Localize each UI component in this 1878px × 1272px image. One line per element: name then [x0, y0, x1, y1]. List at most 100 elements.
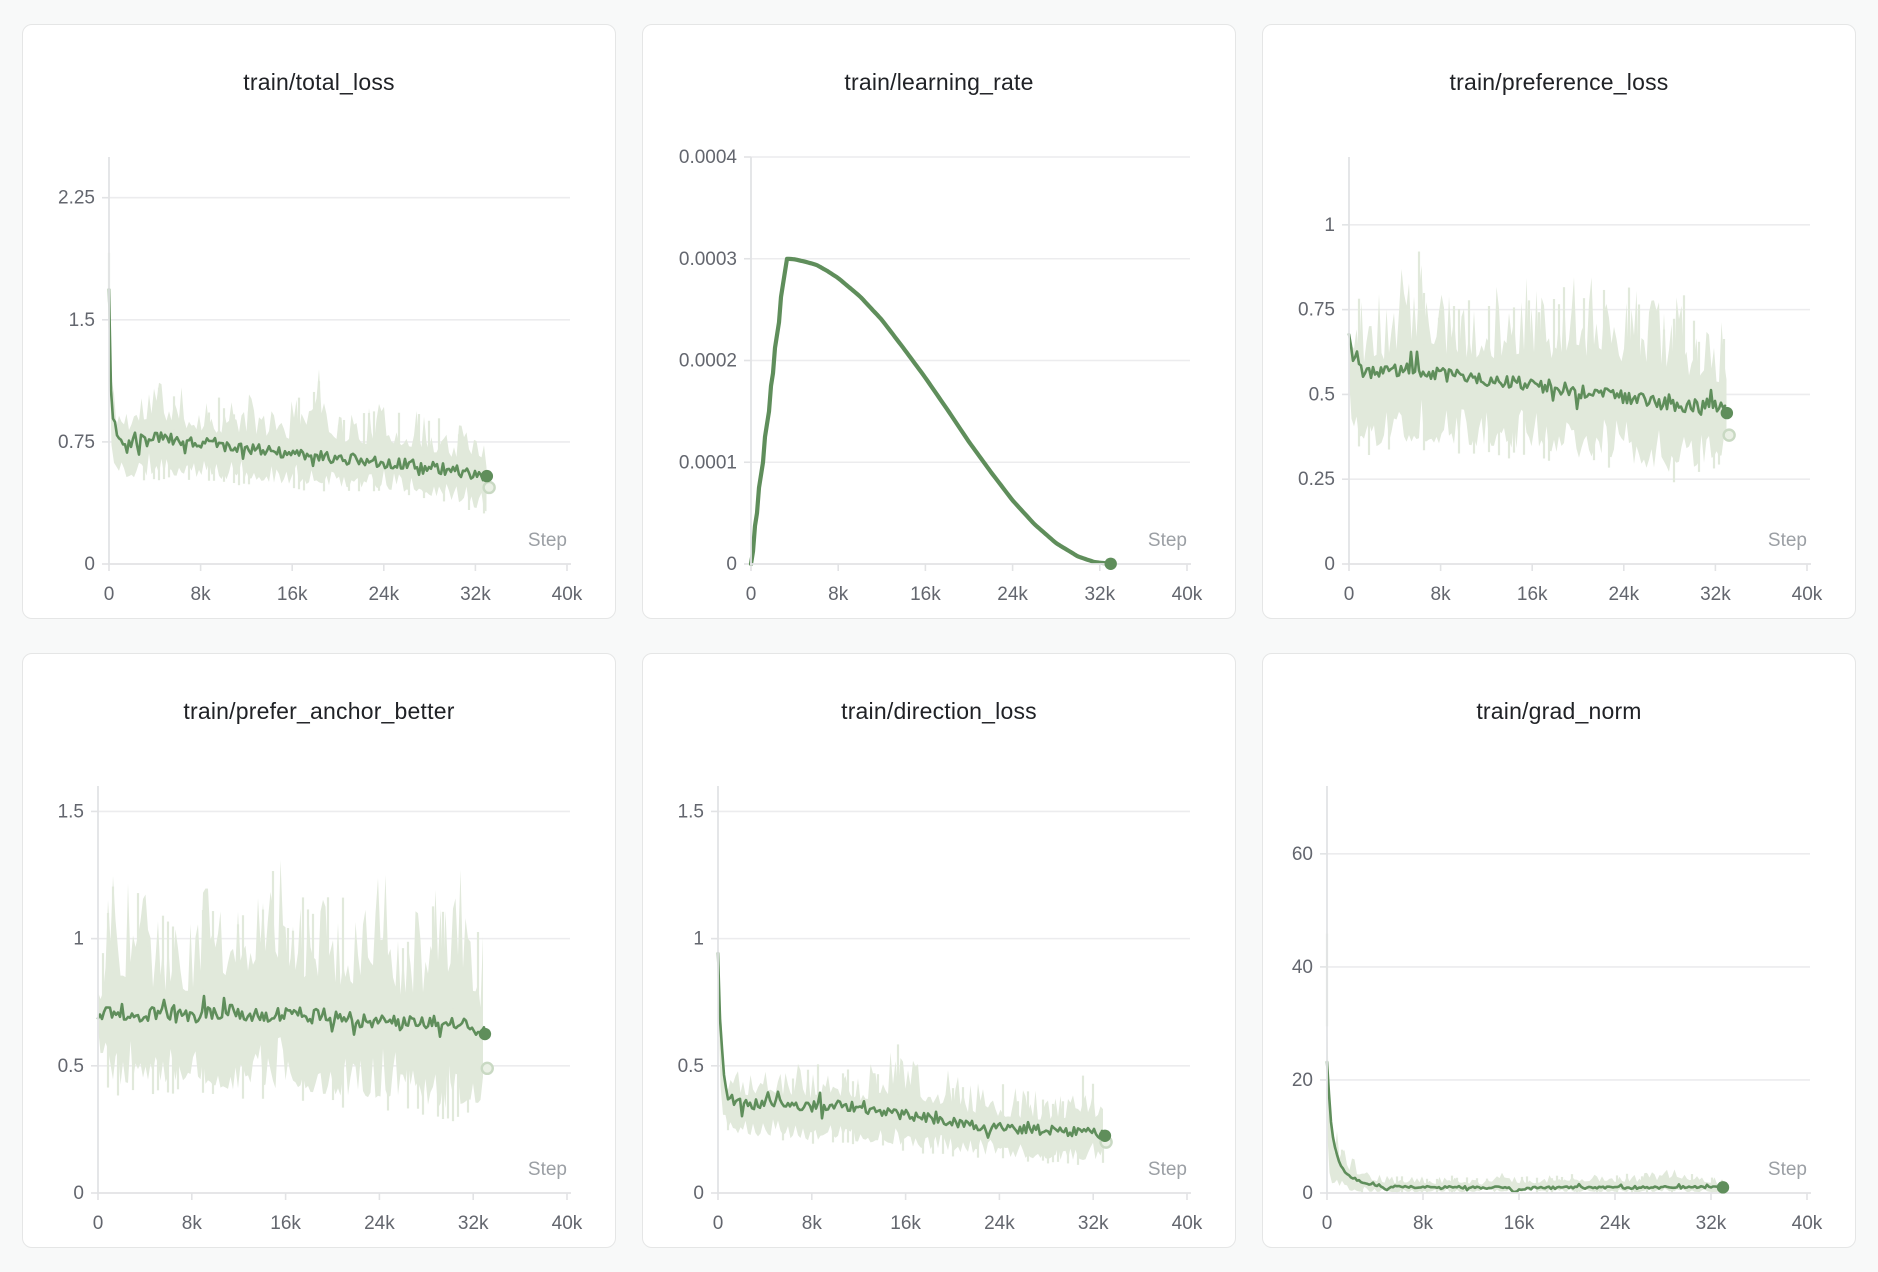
plot-hover-region[interactable] — [718, 786, 1187, 1193]
plot-hover-region[interactable] — [1327, 786, 1807, 1193]
raw-series — [107, 252, 487, 514]
axes — [97, 786, 571, 1200]
smoothed-series — [1325, 1060, 1725, 1194]
x-tick-label: 32k — [460, 584, 491, 605]
x-tick-label: 24k — [368, 584, 399, 605]
axes — [1326, 786, 1811, 1200]
chart-canvas[interactable]: 1.5 1 0.5 00 8k 16k 24k 32k 40k Step — [23, 742, 615, 1247]
axes — [1348, 157, 1811, 571]
y-tick-label: 0.5 — [58, 1056, 84, 1077]
chart-card-train-prefer-anchor-better[interactable]: train/prefer_anchor_better 1.5 1 0.5 0 0 8k 16k… — [22, 653, 616, 1248]
y-tick-label: 0 — [726, 554, 737, 575]
chart-card-train-learning-rate[interactable]: train/learning_rate 0.0004 0.0003 0.0002 0.0… — [642, 24, 1236, 619]
x-tick-label: 24k — [984, 1213, 1015, 1234]
y-tick-label: 0 — [1324, 554, 1335, 575]
x-tick-label: 16k — [277, 584, 308, 605]
x-tick-label: 40k — [1792, 584, 1823, 605]
x-tick-label: 16k — [1504, 1213, 1535, 1234]
chart-canvas[interactable]: 1 0.75 0.5 0.25 00 8k 16k 24k 32k 40k Step — [1263, 113, 1855, 618]
x-tick-label: 8k — [1431, 584, 1452, 605]
x-axis-title: Step — [528, 1159, 567, 1180]
x-tick-label: 24k — [1608, 584, 1639, 605]
x-tick-label: 32k — [1696, 1213, 1727, 1234]
x-tick-label: 0 — [713, 1213, 724, 1234]
x-tick-label: 8k — [182, 1213, 203, 1234]
x-tick-label: 32k — [1078, 1213, 1109, 1234]
x-axis-title: Step — [1148, 530, 1187, 551]
smoothed-series — [96, 994, 486, 1039]
y-tick-label: 0.75 — [1298, 300, 1335, 321]
y-tick-label: 0 — [84, 554, 95, 575]
grid-lines — [711, 810, 1190, 1194]
x-tick-label: 40k — [1172, 1213, 1203, 1234]
chart-canvas[interactable]: 2.25 1.5 0.75 00 8k 16k 24k 32k 40k Step — [23, 113, 615, 618]
x-tick-label: 8k — [828, 584, 849, 605]
chart-canvas[interactable]: 1.5 1 0.5 00 8k 16k 24k 32k 40k Step — [643, 742, 1235, 1247]
chart-title: train/direction_loss — [841, 698, 1037, 724]
smoothed-series — [107, 288, 487, 482]
end-dot[interactable] — [1716, 1181, 1730, 1194]
plot-hover-region[interactable] — [98, 786, 567, 1193]
chart-title: train/grad_norm — [1476, 698, 1642, 724]
x-tick-label: 8k — [802, 1213, 823, 1234]
chart-card-train-total-loss[interactable]: train/total_loss 2.25 1.5 0.75 0 0 8k 16k 24k 32k… — [22, 24, 616, 619]
chart-canvas[interactable]: 0.0004 0.0003 0.0002 0.0001 00 8k 16k 24k 32k 40k… — [643, 113, 1235, 618]
y-tick-label: 2.25 — [58, 188, 95, 209]
y-tick-label: 0.5 — [678, 1056, 704, 1077]
y-tick-label: 1 — [693, 929, 704, 950]
x-tick-label: 40k — [1172, 584, 1203, 605]
x-tick-label: 24k — [997, 584, 1028, 605]
x-tick-label: 0 — [1344, 584, 1355, 605]
y-tick-label: 1.5 — [69, 310, 95, 331]
y-tick-label: 0.0001 — [679, 452, 737, 473]
x-tick-label: 16k — [1517, 584, 1548, 605]
y-tick-label: 0.5 — [1309, 384, 1335, 405]
plot-hover-region[interactable] — [109, 157, 567, 564]
raw-series — [98, 859, 483, 1122]
y-tick-label: 40 — [1292, 957, 1313, 978]
x-tick-label: 8k — [191, 584, 212, 605]
axes — [750, 157, 1191, 571]
chart-title: train/total_loss — [243, 69, 395, 95]
y-tick-label: 0 — [693, 1183, 704, 1204]
chart-card-train-direction-loss[interactable]: train/direction_loss 1.5 1 0.5 0 0 8k 16k 24k 32k… — [642, 653, 1236, 1248]
chart-card-train-grad-norm[interactable]: train/grad_norm 60 40 20 00 8k 16k 24k 32k 40k Ste… — [1262, 653, 1856, 1248]
x-tick-label: 0 — [746, 584, 757, 605]
y-tick-label: 0.0003 — [679, 249, 737, 270]
y-tick-label: 1.5 — [58, 801, 84, 822]
end-dot[interactable] — [1104, 557, 1117, 570]
end-dot[interactable] — [478, 1027, 492, 1041]
chart-canvas[interactable]: 60 40 20 00 8k 16k 24k 32k 40k Step — [1263, 742, 1855, 1247]
chart-title: train/prefer_anchor_better — [183, 698, 455, 724]
plot-hover-region[interactable] — [1349, 157, 1807, 564]
x-axis-title: Step — [1768, 1159, 1807, 1180]
end-dot[interactable] — [480, 469, 494, 483]
x-tick-label: 24k — [1600, 1213, 1631, 1234]
plot-hover-region[interactable] — [751, 157, 1187, 564]
x-tick-label: 32k — [1700, 584, 1731, 605]
chart-card-train-preference-loss[interactable]: train/preference_loss 1 0.75 0.5 0.25 0 0 8k 16k… — [1262, 24, 1856, 619]
axes — [108, 157, 571, 571]
y-tick-label: 1 — [1324, 215, 1335, 236]
x-axis-title: Step — [1148, 1159, 1187, 1180]
y-tick-label: 0.25 — [1298, 469, 1335, 490]
x-axis-title: Step — [528, 530, 567, 551]
x-tick-label: 0 — [104, 584, 115, 605]
chart-title: train/preference_loss — [1449, 69, 1669, 95]
x-tick-label: 16k — [910, 584, 941, 605]
x-tick-label: 16k — [270, 1213, 301, 1234]
x-tick-label: 0 — [93, 1213, 104, 1234]
x-tick-label: 40k — [552, 584, 583, 605]
axes — [717, 786, 1191, 1200]
x-axis-title: Step — [1768, 530, 1807, 551]
end-dot[interactable] — [1720, 406, 1734, 420]
y-tick-label: 60 — [1292, 844, 1313, 865]
y-tick-label: 0 — [1302, 1183, 1313, 1204]
end-dot[interactable] — [1098, 1129, 1112, 1142]
raw-series — [1349, 251, 1727, 483]
y-tick-label: 0.75 — [58, 432, 95, 453]
y-tick-label: 20 — [1292, 1070, 1313, 1091]
raw-end-dot — [1722, 428, 1736, 442]
smoothed-series — [716, 951, 1106, 1141]
